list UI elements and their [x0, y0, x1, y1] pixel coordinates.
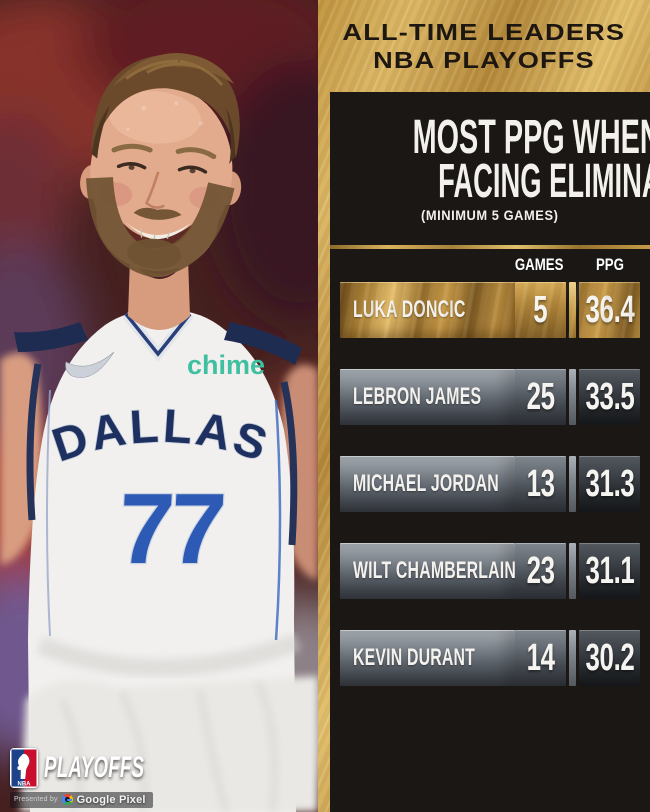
player-name-cell: MICHAEL JORDAN: [340, 456, 515, 512]
beard: [86, 176, 235, 278]
table-header: GAMES PPG: [340, 255, 640, 275]
table-row: WILT CHAMBERLAIN 23 31.1: [340, 543, 640, 599]
jersey: [14, 310, 318, 812]
games-value: 14: [526, 636, 555, 679]
gold-divider-line: [330, 245, 650, 249]
column-divider: [568, 456, 576, 512]
stat-title-line-2: FACING ELIMINATION: [438, 155, 650, 208]
ppg-cell: 31.1: [579, 543, 640, 599]
ppg-cell: 36.4: [579, 282, 640, 338]
column-divider: [568, 543, 576, 599]
games-value: 25: [526, 375, 555, 418]
ppg-value: 36.4: [585, 288, 634, 331]
ppg-cell: 30.2: [579, 630, 640, 686]
google-g-icon: [61, 794, 73, 805]
player-name: MICHAEL JORDAN: [353, 470, 499, 497]
player-name-cell: WILT CHAMBERLAIN: [340, 543, 517, 599]
presented-by-strip: Presented by Google Pixel: [10, 791, 153, 808]
leaderboard-table: GAMES PPG LUKA DONCIC 5 36.4 LEBRON JAME…: [340, 255, 640, 686]
banner-line-1: ALL-TIME LEADERS: [342, 19, 626, 45]
nba-logo: NBA: [10, 748, 38, 788]
stat-title-note: (MINIMUM 5 GAMES): [421, 207, 559, 223]
hair: [91, 52, 240, 164]
jersey-strap-right: [224, 322, 302, 365]
banner-line-2: NBA PLAYOFFS: [373, 47, 595, 73]
ppg-value: 33.5: [585, 375, 634, 418]
nba-logo-text: NBA: [18, 782, 32, 788]
games-cell: 13: [515, 456, 566, 512]
ppg-value: 30.2: [585, 636, 634, 679]
ppg-column-header: PPG: [596, 255, 625, 274]
games-value: 13: [526, 462, 555, 505]
player-photo-art: chime DALLAS 77: [0, 0, 318, 812]
ppg-value: 31.3: [585, 462, 634, 505]
nike-swoosh-icon: [65, 351, 115, 378]
stat-title-line-1: MOST PPG WHEN: [412, 111, 650, 164]
games-cell: 25: [515, 369, 566, 425]
column-divider: [568, 282, 576, 338]
games-cell: 14: [515, 630, 566, 686]
ppg-cell: 31.3: [579, 456, 640, 512]
face: [80, 52, 242, 278]
table-row: LUKA DONCIC 5 36.4: [340, 282, 640, 338]
table-row: LEBRON JAMES 25 33.5: [340, 369, 640, 425]
chime-logo: chime: [187, 350, 265, 380]
top-banner: ALL-TIME LEADERS NBA PLAYOFFS: [318, 0, 650, 92]
table-row: KEVIN DURANT 14 30.2: [340, 630, 640, 686]
games-value: 23: [526, 549, 555, 592]
ppg-value: 31.1: [585, 549, 634, 592]
title-block: MOST PPG WHEN FACING ELIMINATION (MINIMU…: [330, 92, 650, 225]
column-divider: [568, 630, 576, 686]
player-name-cell: LUKA DONCIC: [340, 282, 515, 338]
neck: [128, 258, 190, 330]
table-rows: LUKA DONCIC 5 36.4 LEBRON JAMES 25 33.5 …: [340, 282, 640, 686]
player-name: LUKA DONCIC: [353, 296, 466, 323]
player-name: KEVIN DURANT: [353, 644, 476, 671]
column-divider: [568, 369, 576, 425]
games-cell: 23: [515, 543, 566, 599]
player-name-cell: KEVIN DURANT: [340, 630, 515, 686]
stats-panel: ALL-TIME LEADERS NBA PLAYOFFS MOST PPG W…: [318, 0, 650, 812]
footer-lockup: NBA PLAYOFFS Presented by Google Pixel: [10, 748, 310, 808]
ppg-cell: 33.5: [579, 369, 640, 425]
sponsor-name: Google Pixel: [76, 793, 146, 806]
jersey-strap-left: [14, 322, 88, 352]
playoffs-wordmark: PLAYOFFS: [44, 751, 145, 784]
jersey-number: 77: [116, 473, 225, 585]
player-name: LEBRON JAMES: [353, 383, 482, 410]
player-name: WILT CHAMBERLAIN: [353, 557, 517, 584]
games-cell: 5: [515, 282, 566, 338]
presented-by-label: Presented by: [14, 796, 58, 803]
games-value: 5: [533, 288, 548, 331]
player-photo: chime DALLAS 77 NBA PLAY: [0, 0, 318, 812]
player-name-cell: LEBRON JAMES: [340, 369, 515, 425]
games-column-header: GAMES: [514, 255, 564, 274]
stats-dark-box: MOST PPG WHEN FACING ELIMINATION (MINIMU…: [330, 92, 650, 812]
table-row: MICHAEL JORDAN 13 31.3: [340, 456, 640, 512]
